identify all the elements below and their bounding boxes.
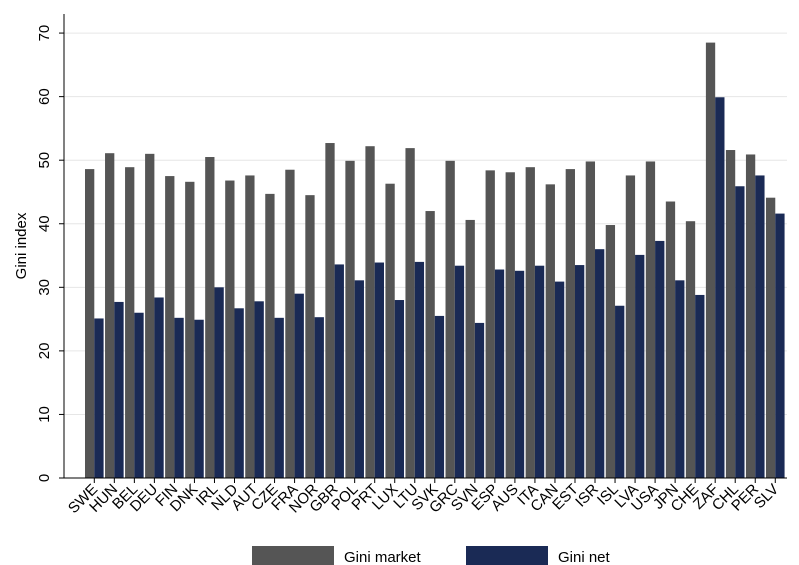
y-tick-label: 50 [36,152,53,169]
bar-gini-net-svk [434,315,445,478]
y-tick-label: 20 [36,343,53,360]
bar-gini-market-ltu [405,148,415,479]
y-tick-label: 10 [36,406,53,423]
bar-gini-market-che [685,221,696,479]
bar-gini-market-usa [645,161,656,478]
bar-gini-market-chl [725,150,736,478]
bar-gini-net-aus [514,270,525,478]
bar-gini-market-jpn [665,201,676,479]
bar-gini-market-per [745,154,756,478]
bar-gini-market-est [565,169,575,479]
bar-gini-market-dnk [185,181,195,478]
bar-gini-market-fin [165,176,175,478]
bar-gini-market-fra [285,169,295,479]
bar-gini-market-slv [765,197,776,478]
bars [85,42,785,479]
bar-gini-market-swe [85,169,95,479]
bar-gini-market-aut [245,175,255,478]
bar-gini-net-isl [615,305,625,478]
bar-gini-net-gbr [334,264,344,478]
bar-gini-net-esp [494,269,505,478]
bar-gini-net-zaf [715,97,725,479]
bar-gini-market-cze [265,193,275,478]
bar-gini-net-lva [635,254,645,478]
bar-gini-market-isl [605,225,616,478]
bar-gini-market-can [545,184,555,478]
y-tick-label: 0 [36,474,53,482]
y-tick-label: 60 [36,88,53,105]
bar-gini-net-irl [214,287,224,478]
bar-gini-market-nor [305,195,315,478]
bar-gini-market-irl [205,157,215,478]
bar-gini-net-est [574,265,585,478]
bar-gini-market-svn [465,219,475,478]
bar-gini-market-deu [145,153,155,478]
bar-gini-net-lux [394,300,405,478]
bar-gini-net-slv [775,213,785,478]
bar-gini-market-lva [625,175,636,478]
bar-gini-net-fin [174,317,184,478]
bar-gini-net-swe [94,318,104,478]
bar-gini-net-grc [454,265,465,478]
bar-gini-net-usa [655,240,665,478]
legend-label: Gini net [558,549,611,565]
bar-gini-market-bel [125,167,135,478]
bar-gini-net-chl [735,186,745,478]
bar-gini-net-prt [374,262,384,478]
y-tick-label: 70 [36,25,53,42]
bar-gini-market-nld [225,180,235,479]
bar-gini-net-dnk [194,319,204,478]
bar-gini-market-zaf [705,42,716,478]
bar-gini-market-esp [485,170,495,479]
bar-gini-net-aut [254,301,264,478]
bar-gini-net-cze [274,317,284,478]
bar-gini-net-can [554,281,565,478]
bar-gini-net-pol [354,280,364,478]
bar-gini-net-bel [134,312,144,478]
legend-swatch-gini-net [466,546,548,565]
bar-gini-net-nld [234,308,244,478]
bar-gini-market-grc [445,160,455,478]
bar-gini-market-svk [425,211,435,479]
bar-gini-market-hun [105,153,115,478]
bar-gini-net-ita [534,265,545,478]
bar-gini-net-fra [294,293,304,478]
bar-gini-net-per [755,175,765,478]
bar-gini-market-prt [365,146,375,478]
bar-gini-market-pol [345,160,355,478]
bar-gini-net-nor [314,317,324,478]
bar-gini-net-hun [114,301,124,478]
y-axis-title: Gini index [13,212,30,279]
bar-gini-market-ita [525,167,535,478]
legend: Gini market Gini net [252,546,611,565]
bar-gini-net-ltu [414,261,425,478]
y-tick-label: 40 [36,215,53,232]
bar-gini-net-isr [595,249,605,478]
bar-gini-net-che [695,294,705,478]
bar-gini-market-isr [585,161,596,478]
bar-gini-net-svn [474,322,485,478]
bar-gini-net-deu [154,297,164,478]
legend-label: Gini market [344,549,422,565]
bar-gini-net-jpn [675,280,685,478]
bar-gini-market-lux [385,183,395,478]
bar-gini-market-gbr [325,143,335,478]
y-tick-label: 30 [36,279,53,296]
bar-gini-market-aus [505,172,515,478]
x-tick-label: SLV [751,481,782,512]
legend-swatch-gini-market [252,546,334,565]
